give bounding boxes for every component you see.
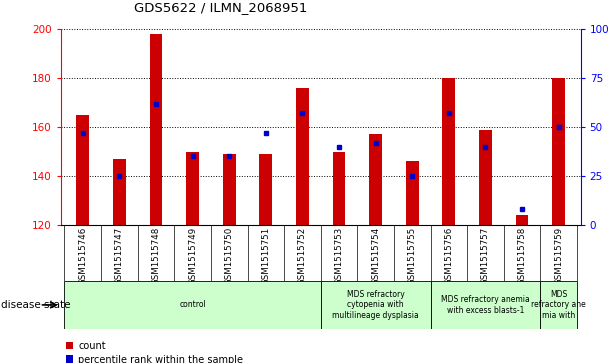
Text: GSM1515749: GSM1515749 — [188, 227, 197, 285]
Text: GSM1515758: GSM1515758 — [517, 227, 527, 285]
Bar — [113, 159, 126, 225]
Text: GSM1515751: GSM1515751 — [261, 227, 271, 285]
Text: GSM1515754: GSM1515754 — [371, 227, 380, 285]
Text: GSM1515756: GSM1515756 — [444, 227, 454, 285]
Bar — [541, 281, 577, 329]
Bar — [369, 134, 382, 225]
Bar — [150, 34, 162, 225]
Text: GSM1515747: GSM1515747 — [115, 227, 124, 285]
Bar — [77, 115, 89, 225]
Text: GSM1515748: GSM1515748 — [151, 227, 161, 285]
Bar — [430, 281, 541, 329]
Bar — [479, 130, 492, 225]
Text: MDS
refractory ane
mia with: MDS refractory ane mia with — [531, 290, 586, 320]
Text: GSM1515750: GSM1515750 — [225, 227, 233, 285]
Bar — [260, 154, 272, 225]
Text: GSM1515753: GSM1515753 — [334, 227, 344, 285]
Bar — [443, 78, 455, 225]
Text: GSM1515757: GSM1515757 — [481, 227, 490, 285]
Text: GSM1515746: GSM1515746 — [78, 227, 88, 285]
Text: GSM1515759: GSM1515759 — [554, 227, 563, 285]
Legend: count, percentile rank within the sample: count, percentile rank within the sample — [66, 340, 243, 363]
Bar — [223, 154, 236, 225]
Bar — [516, 215, 528, 225]
Text: GDS5622 / ILMN_2068951: GDS5622 / ILMN_2068951 — [134, 1, 307, 15]
Bar — [296, 88, 309, 225]
Text: MDS refractory
cytopenia with
multilineage dysplasia: MDS refractory cytopenia with multilinea… — [332, 290, 419, 320]
Text: disease state: disease state — [1, 300, 71, 310]
Bar — [333, 152, 345, 225]
Text: control: control — [179, 301, 206, 309]
Bar — [64, 281, 321, 329]
Text: GSM1515752: GSM1515752 — [298, 227, 307, 285]
Bar — [186, 152, 199, 225]
Text: GSM1515755: GSM1515755 — [408, 227, 416, 285]
Bar — [406, 161, 419, 225]
Bar — [321, 281, 430, 329]
Text: MDS refractory anemia
with excess blasts-1: MDS refractory anemia with excess blasts… — [441, 295, 530, 315]
Bar — [552, 78, 565, 225]
